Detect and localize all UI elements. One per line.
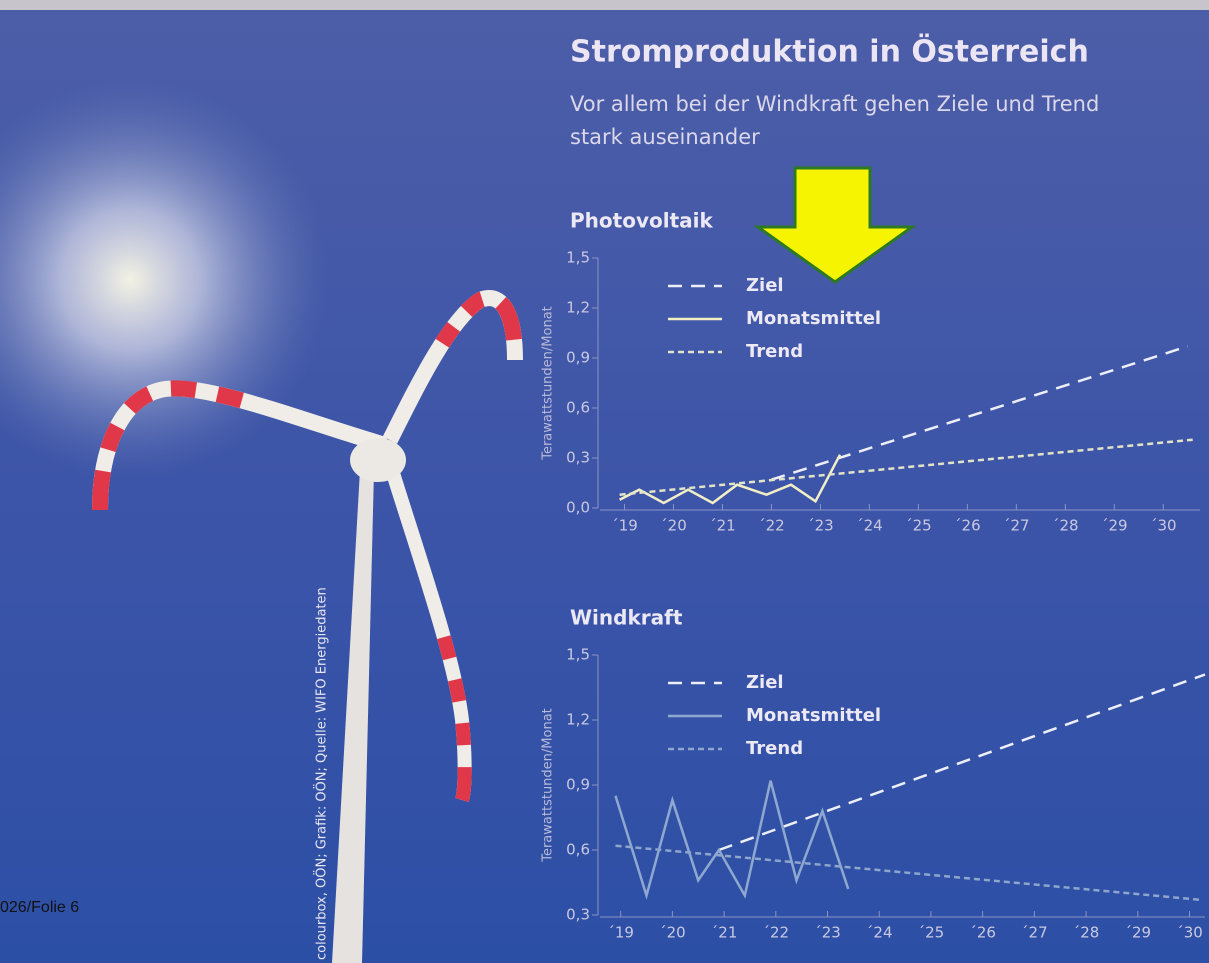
paper-edge xyxy=(0,0,1209,10)
x-tick-label: ´23 xyxy=(814,924,841,942)
y-tick-label: 0,0 xyxy=(566,499,590,517)
x-tick-label: ´27 xyxy=(1003,517,1030,535)
x-tick-label: ´25 xyxy=(918,924,945,942)
y-tick-label: 0,3 xyxy=(566,449,590,467)
y-tick-label: 0,9 xyxy=(566,776,590,794)
chart-title: Windkraft xyxy=(570,606,683,630)
legend-label: Monatsmittel xyxy=(746,308,881,329)
y-tick-label: 0,3 xyxy=(566,906,590,924)
legend-label: Trend xyxy=(746,341,803,362)
x-tick-label: ´20 xyxy=(660,517,687,535)
x-tick-label: ´22 xyxy=(758,517,785,535)
x-tick-label: ´25 xyxy=(905,517,932,535)
x-tick-label: ´23 xyxy=(807,517,834,535)
x-tick-label: ´29 xyxy=(1124,924,1151,942)
legend-label: Monatsmittel xyxy=(746,705,881,726)
subtitle: stark auseinander xyxy=(570,125,760,149)
x-tick-label: ´27 xyxy=(1021,924,1048,942)
chart-title: Photovoltaik xyxy=(570,209,713,233)
x-tick-label: ´24 xyxy=(856,517,883,535)
x-tick-label: ´20 xyxy=(659,924,686,942)
y-tick-label: 0,9 xyxy=(566,349,590,367)
page-title: Stromproduktion in Österreich xyxy=(570,33,1089,70)
x-tick-label: ´26 xyxy=(954,517,981,535)
x-tick-label: ´30 xyxy=(1150,517,1177,535)
x-tick-label: ´28 xyxy=(1073,924,1100,942)
x-tick-label: ´19 xyxy=(611,517,638,535)
x-tick-label: ´22 xyxy=(763,924,790,942)
credit: colourbox, OÖN; Grafik: OÖN; Quelle: WIF… xyxy=(313,587,330,960)
y-tick-label: 0,6 xyxy=(566,399,590,417)
y-tick-label: 1,2 xyxy=(566,299,590,317)
x-tick-label: ´29 xyxy=(1101,517,1128,535)
x-tick-label: ´26 xyxy=(969,924,996,942)
y-tick-label: 1,2 xyxy=(566,711,590,729)
x-tick-label: ´21 xyxy=(709,517,736,535)
legend-label: Trend xyxy=(746,738,803,759)
x-tick-label: ´19 xyxy=(607,924,634,942)
legend-label: Ziel xyxy=(746,672,784,693)
x-tick-label: ´30 xyxy=(1176,924,1203,942)
y-tick-label: 0,6 xyxy=(566,841,590,859)
subtitle: Vor allem bei der Windkraft gehen Ziele … xyxy=(570,92,1099,116)
slide-label: 026/Folie 6 xyxy=(0,899,79,916)
legend-label: Ziel xyxy=(746,275,784,296)
x-tick-label: ´24 xyxy=(866,924,893,942)
x-tick-label: ´28 xyxy=(1052,517,1079,535)
y-tick-label: 1,5 xyxy=(566,646,590,664)
y-axis-label: Terawattstunden/Monat xyxy=(541,708,556,863)
x-tick-label: ´21 xyxy=(711,924,738,942)
y-tick-label: 1,5 xyxy=(566,249,590,267)
page: colourbox, OÖN; Grafik: OÖN; Quelle: WIF… xyxy=(0,0,1209,963)
y-axis-label: Terawattstunden/Monat xyxy=(541,306,556,461)
